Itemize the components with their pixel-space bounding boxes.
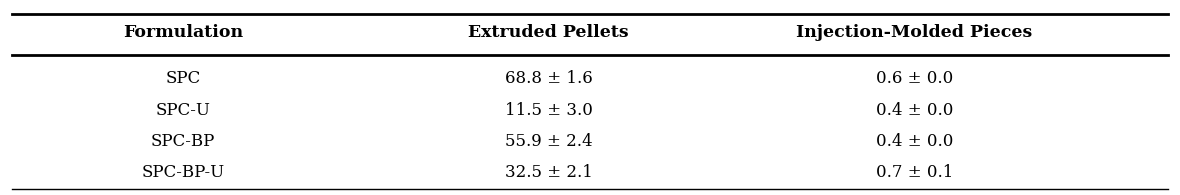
Text: Injection-Molded Pieces: Injection-Molded Pieces [796, 24, 1032, 41]
Text: Formulation: Formulation [123, 24, 243, 41]
Text: SPC-BP-U: SPC-BP-U [142, 164, 224, 181]
Text: 68.8 ± 1.6: 68.8 ± 1.6 [505, 70, 592, 88]
Text: SPC-BP: SPC-BP [151, 133, 215, 150]
Text: 0.4 ± 0.0: 0.4 ± 0.0 [876, 102, 953, 119]
Text: 0.7 ± 0.1: 0.7 ± 0.1 [876, 164, 953, 181]
Text: 11.5 ± 3.0: 11.5 ± 3.0 [505, 102, 592, 119]
Text: SPC: SPC [165, 70, 201, 88]
Text: 0.6 ± 0.0: 0.6 ± 0.0 [876, 70, 953, 88]
Text: 55.9 ± 2.4: 55.9 ± 2.4 [505, 133, 592, 150]
Text: 0.4 ± 0.0: 0.4 ± 0.0 [876, 133, 953, 150]
Text: Extruded Pellets: Extruded Pellets [468, 24, 629, 41]
Text: 32.5 ± 2.1: 32.5 ± 2.1 [505, 164, 592, 181]
Text: SPC-U: SPC-U [156, 102, 210, 119]
